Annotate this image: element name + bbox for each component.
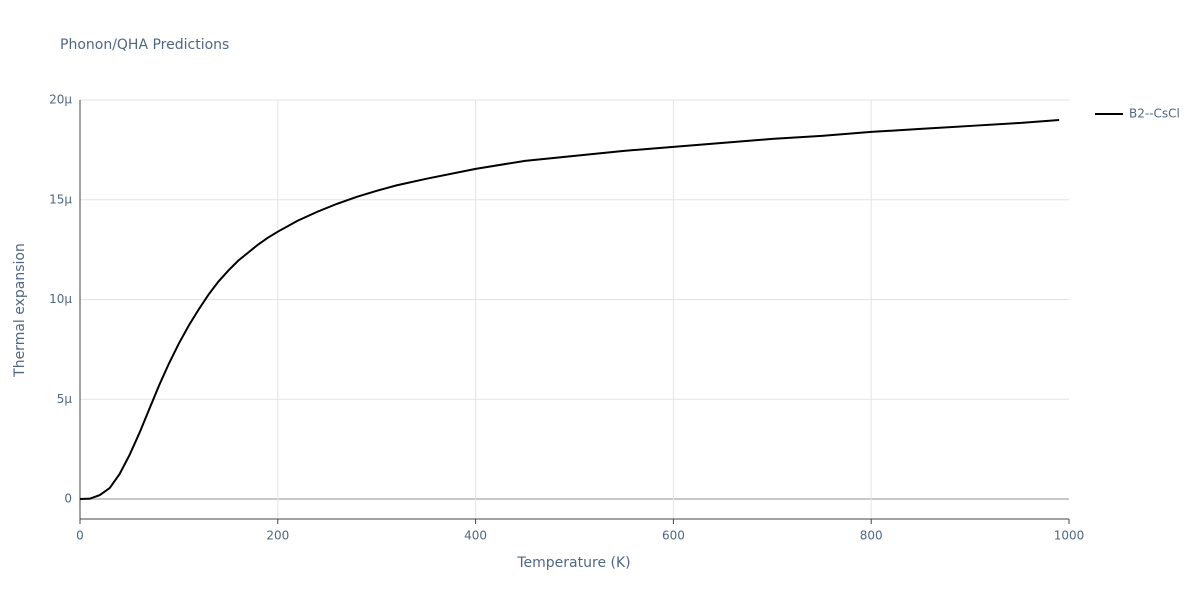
chart-title: Phonon/QHA Predictions [60,37,229,53]
y-tick-label: 0 [64,492,72,506]
x-tick-label: 1000 [1054,529,1085,543]
y-tick-label: 15μ [49,192,72,206]
x-tick-label: 0 [76,529,84,543]
x-tick-label: 800 [860,529,883,543]
x-axis-label: Temperature (K) [516,555,630,571]
x-tick-label: 200 [266,529,289,543]
y-tick-label: 5μ [57,392,73,406]
legend-label: B2--CsCl [1129,107,1180,121]
line [79,118,1060,501]
x-tick-label: 400 [464,529,487,543]
y-tick-label: 10μ [49,292,72,306]
x-tick-label: 600 [662,529,685,543]
y-tick-label: 20μ [49,93,72,107]
y-axis-label: Thermal expansion [12,243,28,378]
